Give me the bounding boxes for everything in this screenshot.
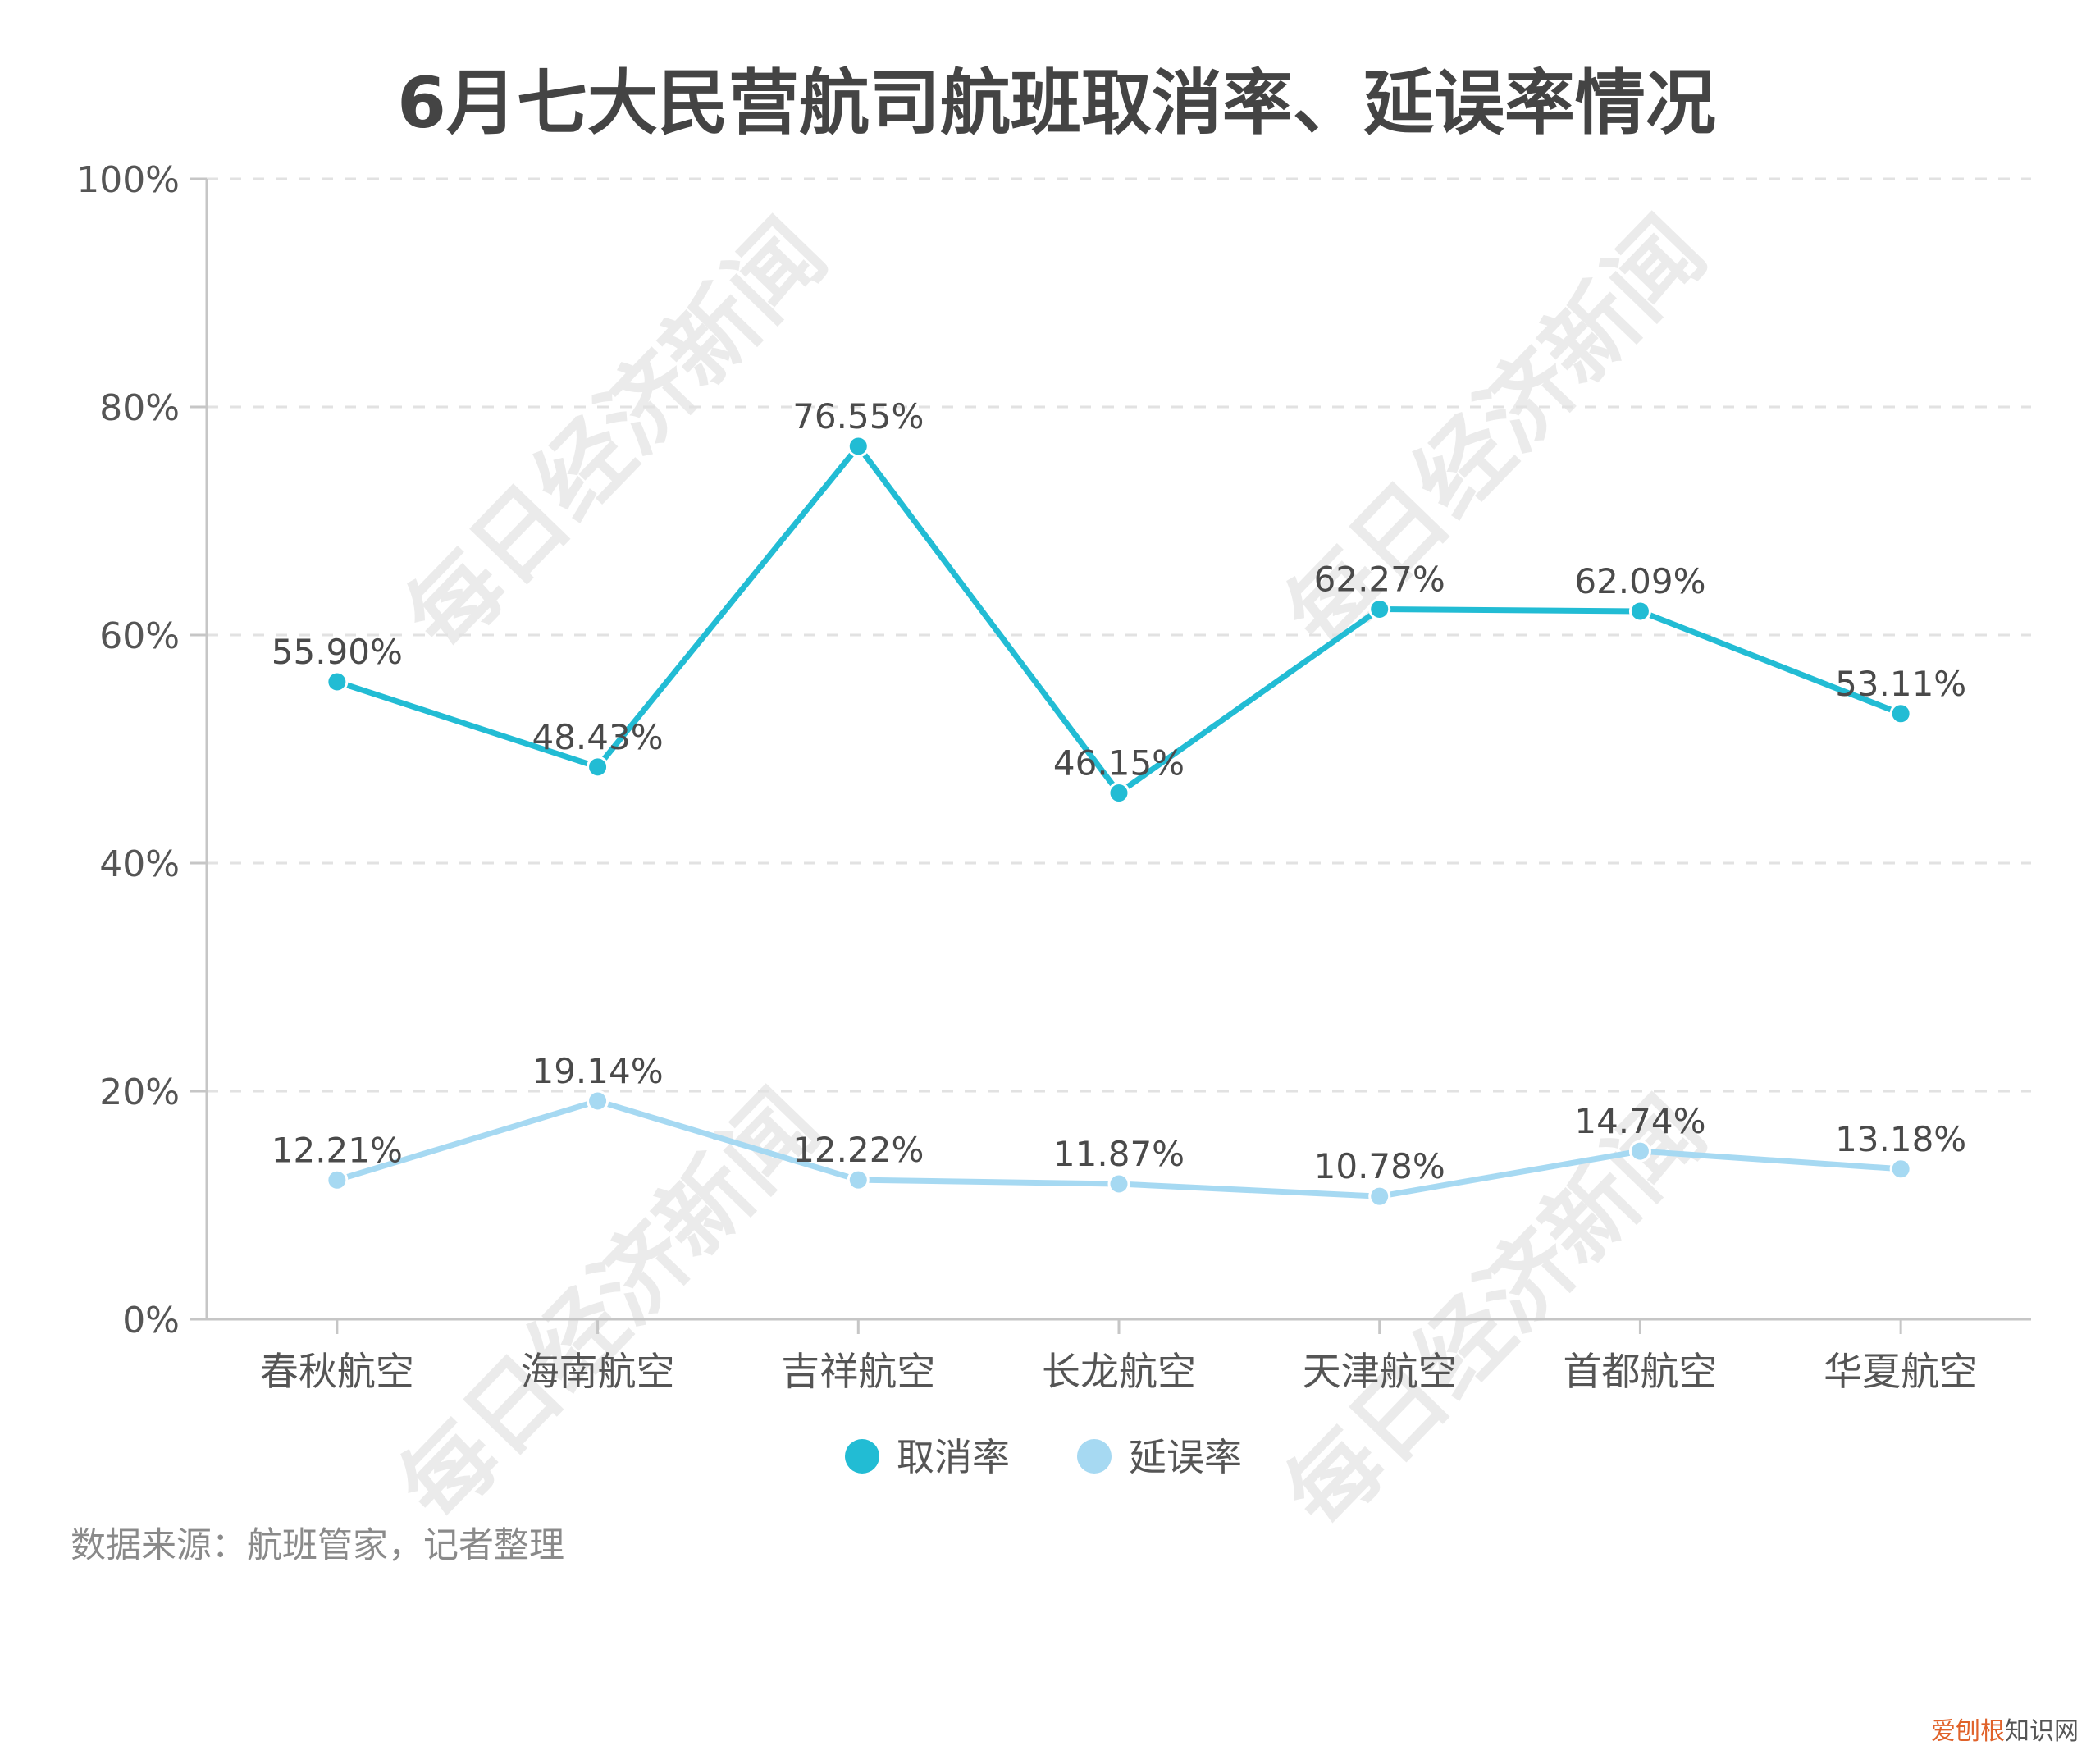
data-point[interactable] <box>847 435 870 458</box>
legend-item-cancel-rate[interactable]: 取消率 <box>845 1435 1010 1479</box>
data-point[interactable] <box>1628 600 1651 623</box>
watermark-text: 每日经济新闻 <box>386 200 847 671</box>
y-tick-label: 0% <box>122 1300 180 1341</box>
series-cancel-rate: 55.90% 48.43% 76.55% 46.15% 62.27% 62.09% 53.1… <box>272 396 1966 805</box>
chart-title: 6月七大民营航司航班取消率、延误率情况 <box>397 62 1716 144</box>
data-point[interactable] <box>1889 1158 1912 1181</box>
credit-suffix: 知识网 <box>2005 1717 2079 1746</box>
credit-brand: 爱刨根 <box>1931 1717 2005 1746</box>
x-tick-label: 吉祥航空 <box>781 1350 935 1395</box>
data-point[interactable] <box>1889 702 1912 725</box>
data-label: 62.09% <box>1574 561 1705 601</box>
x-tick-label: 首都航空 <box>1563 1350 1717 1395</box>
data-label: 10.78% <box>1314 1146 1445 1186</box>
data-label: 62.27% <box>1314 559 1445 599</box>
data-label: 12.22% <box>792 1130 924 1170</box>
data-point[interactable] <box>1368 597 1391 620</box>
data-label: 19.14% <box>532 1051 663 1091</box>
data-label: 46.15% <box>1053 743 1185 784</box>
data-label: 13.18% <box>1835 1119 1966 1159</box>
data-point[interactable] <box>326 670 349 693</box>
legend: 取消率 延误率 <box>845 1435 1242 1479</box>
y-tick-label: 40% <box>99 843 180 885</box>
y-tick-label: 100% <box>76 159 180 201</box>
series-delay-rate: 12.21% 19.14% 12.22% 11.87% 10.78% 14.74% 13.1… <box>272 1051 1966 1208</box>
site-credit: 爱刨根知识网 <box>1931 1711 2079 1747</box>
y-tick-label: 20% <box>99 1071 180 1113</box>
y-axis-ticks: 0% 20% 40% 60% 80% 100% <box>76 159 207 1341</box>
gridlines <box>207 177 2031 1093</box>
data-point[interactable] <box>587 1090 609 1113</box>
data-label: 48.43% <box>532 717 663 757</box>
legend-label: 延误率 <box>1129 1435 1242 1479</box>
x-tick-label: 华夏航空 <box>1824 1350 1978 1395</box>
data-label: 53.11% <box>1835 664 1966 704</box>
legend-item-delay-rate[interactable]: 延误率 <box>1077 1435 1242 1479</box>
x-tick-label: 春秋航空 <box>260 1350 414 1395</box>
data-point[interactable] <box>1368 1185 1391 1208</box>
x-tick-label: 海南航空 <box>521 1350 675 1395</box>
legend-label: 取消率 <box>897 1435 1010 1479</box>
data-label: 12.21% <box>272 1130 403 1170</box>
x-tick-label: 天津航空 <box>1303 1350 1457 1395</box>
y-tick-label: 80% <box>99 387 180 429</box>
data-point[interactable] <box>587 756 609 779</box>
data-point[interactable] <box>1628 1140 1651 1163</box>
legend-marker-icon <box>845 1439 879 1474</box>
watermark-text: 每日经济新闻 <box>380 1071 840 1542</box>
series-layer: 55.90% 48.43% 76.55% 46.15% 62.27% 62.09% 53.1… <box>272 396 1966 1208</box>
y-tick-label: 60% <box>99 615 180 657</box>
legend-marker-icon <box>1077 1439 1112 1474</box>
x-tick-label: 长龙航空 <box>1042 1350 1196 1395</box>
x-axis-ticks: 春秋航空 海南航空 吉祥航空 长龙航空 天津航空 首都航空 华夏航空 <box>260 1319 1978 1395</box>
data-point[interactable] <box>847 1168 870 1191</box>
data-point[interactable] <box>326 1168 349 1191</box>
source-note: 数据来源：航班管家，记者整理 <box>71 1525 564 1566</box>
data-label: 11.87% <box>1053 1134 1185 1174</box>
data-point[interactable] <box>1107 1172 1130 1195</box>
data-label: 14.74% <box>1574 1101 1705 1141</box>
data-point[interactable] <box>1107 782 1130 805</box>
data-label: 55.90% <box>272 632 403 672</box>
data-label: 76.55% <box>792 396 924 436</box>
axes <box>190 179 2031 1321</box>
